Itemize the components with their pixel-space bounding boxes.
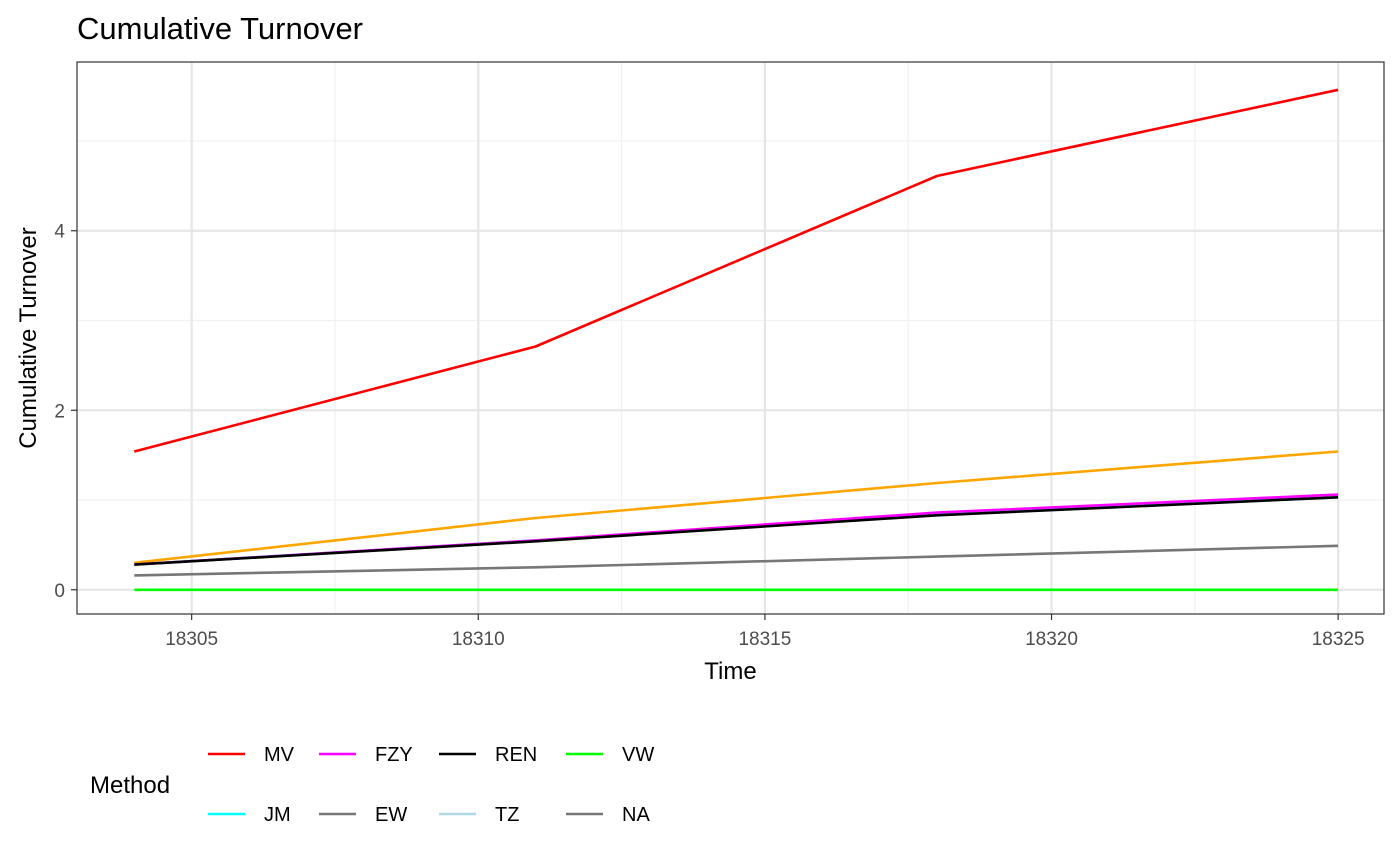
- legend-label-ren: REN: [495, 744, 537, 766]
- chart-title: Cumulative Turnover: [77, 11, 363, 46]
- x-tick-label: 18305: [165, 629, 218, 650]
- y-axis-title: Cumulative Turnover: [15, 227, 42, 448]
- series-line-ren: [134, 496, 1339, 566]
- x-tick-label: 18315: [738, 629, 791, 650]
- legend-label-jm: JM: [264, 804, 291, 826]
- x-tick-label: 18325: [1312, 629, 1365, 650]
- legend-label-tz: TZ: [495, 804, 519, 826]
- legend-label-ew: EW: [375, 804, 407, 826]
- series-line-mv: [133, 88, 1339, 453]
- legend-label-fzy: FZY: [375, 744, 413, 766]
- series-lines: [133, 88, 1339, 592]
- series-line-na: [134, 450, 1339, 565]
- x-axis: 18305 18310 18315 18320 18325: [165, 614, 1365, 650]
- legend-label-vw: VW: [622, 744, 654, 766]
- legend-title: Method: [90, 772, 170, 799]
- x-tick-label: 18310: [452, 629, 505, 650]
- legend: Method MV FZY REN VW JM EW TZ NA: [90, 744, 654, 826]
- y-tick-label: 0: [54, 581, 65, 602]
- y-tick-label: 4: [54, 222, 65, 243]
- legend-label-na: NA: [622, 804, 650, 826]
- minor-gridlines: [77, 62, 1384, 614]
- x-axis-title: Time: [704, 658, 756, 685]
- legend-label-mv: MV: [264, 744, 295, 766]
- y-axis: 0 2 4: [54, 222, 77, 602]
- plot-panel-border: [76, 61, 1385, 615]
- series-line-ew: [134, 544, 1339, 577]
- x-tick-label: 18320: [1025, 629, 1078, 650]
- y-tick-label: 2: [54, 401, 65, 422]
